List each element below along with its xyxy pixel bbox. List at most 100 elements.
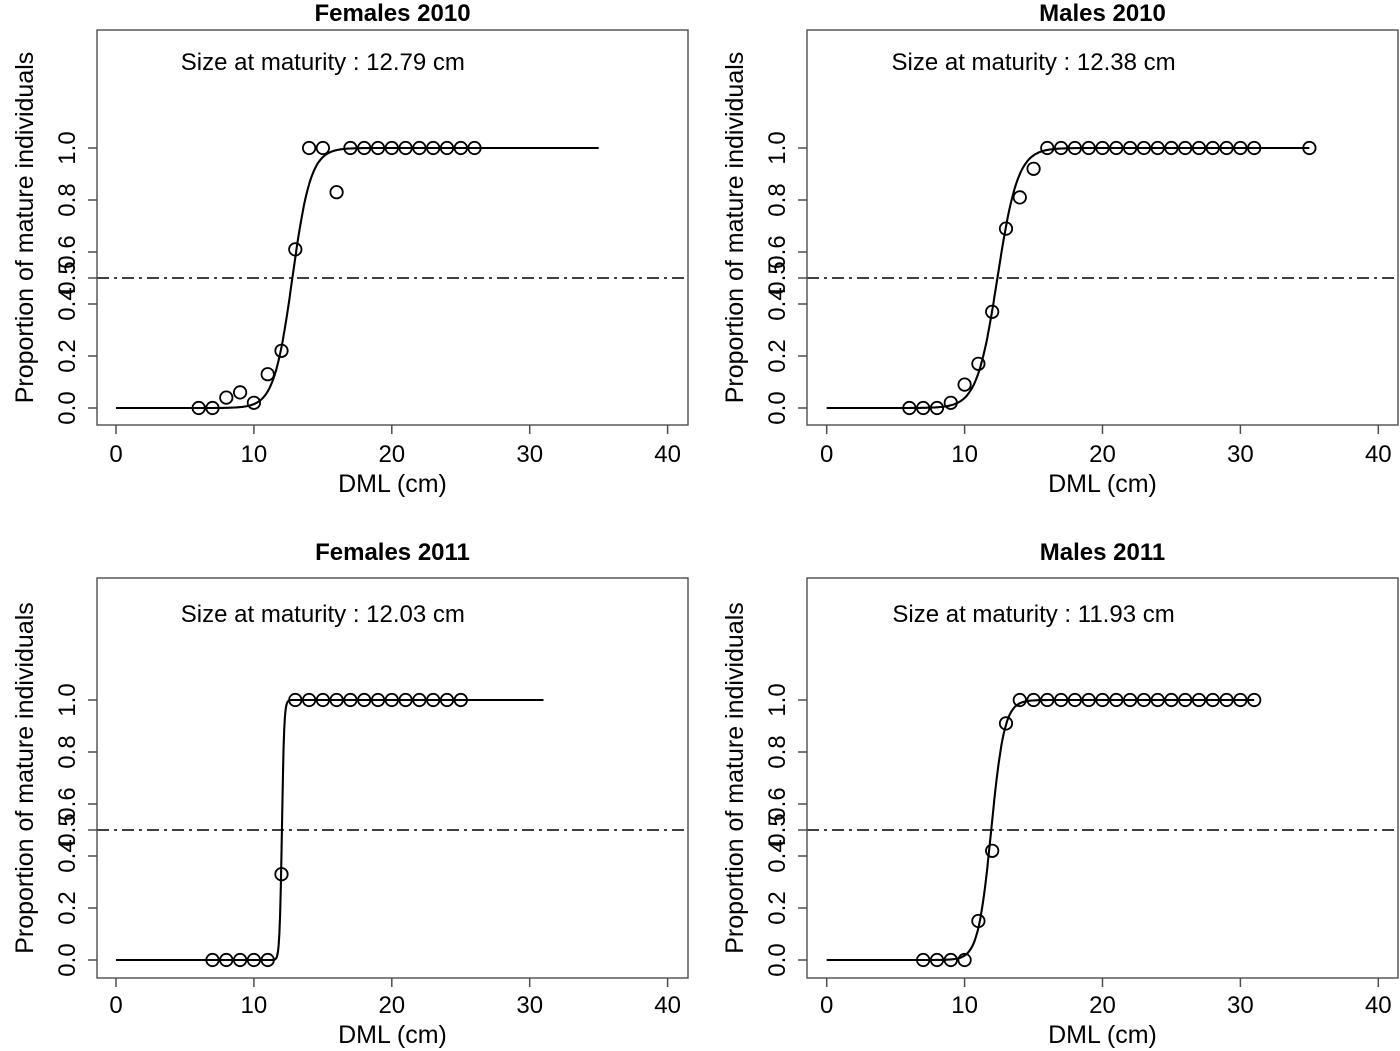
data-point	[1302, 140, 1317, 156]
x-axis-label: DML (cm)	[338, 1021, 447, 1049]
data-point	[260, 367, 275, 382]
x-axis-label: DML (cm)	[1048, 1021, 1157, 1049]
annotation-size-at-maturity: Size at maturity : 12.79 cm	[181, 49, 465, 76]
plot-box	[806, 577, 1399, 979]
data-point	[1136, 692, 1151, 708]
data-point	[1233, 140, 1248, 156]
data-point	[370, 692, 386, 708]
panel-title: Females 2011	[315, 539, 470, 566]
data-point	[957, 377, 972, 392]
data-point	[412, 140, 427, 156]
x-tick-label: 0	[109, 441, 122, 468]
x-tick-label: 30	[516, 441, 543, 468]
y-axis-label: Proportion of mature individuals	[721, 602, 749, 954]
data-point	[329, 692, 344, 708]
data-point	[384, 140, 399, 156]
x-tick-label: 30	[516, 992, 543, 1019]
y-tick-label: 0.2	[764, 339, 791, 372]
plot-box	[806, 29, 1399, 426]
x-tick-label: 10	[241, 992, 268, 1019]
x-axis-label: DML (cm)	[1048, 470, 1157, 498]
x-tick-label: 30	[1227, 441, 1254, 468]
x-tick-label: 20	[378, 441, 405, 468]
y-tick-label: 0.8	[764, 183, 791, 216]
y-tick-label: 0.5	[54, 261, 81, 294]
data-point	[1122, 140, 1138, 156]
data-point	[1178, 140, 1193, 156]
data-point	[1164, 692, 1179, 708]
data-point	[1012, 190, 1027, 205]
x-tick-label: 40	[1365, 441, 1392, 468]
y-tick-label: 0.0	[764, 943, 791, 976]
y-tick-label: 0.5	[764, 261, 791, 294]
panel-title: Males 2010	[1039, 0, 1166, 27]
annotation-size-at-maturity: Size at maturity : 11.93 cm	[892, 601, 1174, 628]
data-point	[343, 692, 358, 708]
data-point	[1205, 140, 1220, 156]
data-point	[357, 692, 372, 708]
y-tick-label: 0.0	[54, 391, 81, 424]
y-tick-label: 0.4	[54, 839, 81, 872]
data-point	[1026, 692, 1041, 708]
data-point	[233, 952, 248, 968]
data-point	[998, 221, 1014, 236]
data-point	[274, 343, 289, 358]
y-tick-label: 1.0	[764, 683, 791, 716]
data-point	[398, 140, 413, 156]
plot-box	[96, 29, 689, 426]
data-point	[1150, 140, 1165, 156]
data-point	[1081, 692, 1096, 708]
data-point	[329, 185, 344, 200]
annotation-size-at-maturity: Size at maturity : 12.03 cm	[181, 601, 465, 628]
data-point	[467, 140, 482, 156]
data-point	[943, 952, 958, 968]
data-point	[957, 952, 972, 968]
data-point	[1026, 161, 1041, 176]
panel-males-2011: 0 10 20 30 40 0.0 0.2 0.40.50.6 0.8 1.0 DML (cm) Pr…	[721, 539, 1399, 1049]
y-tick-label: 0.6	[764, 787, 791, 820]
data-point	[439, 140, 455, 156]
data-point	[985, 843, 1000, 858]
data-point	[1219, 140, 1234, 156]
data-point	[1191, 692, 1207, 708]
x-tick-label: 0	[820, 441, 833, 468]
data-point	[1053, 140, 1069, 156]
y-tick-label: 0.5	[764, 813, 791, 846]
data-point	[916, 400, 931, 416]
y-tick-label: 0.2	[764, 891, 791, 924]
x-tick-label: 40	[1365, 992, 1392, 1019]
data-point	[357, 140, 372, 156]
x-tick-label: 0	[820, 992, 833, 1019]
data-point	[1122, 692, 1138, 708]
data-point	[929, 400, 945, 416]
data-point	[343, 140, 358, 156]
data-point	[1150, 692, 1165, 708]
y-tick-label: 1.0	[54, 683, 81, 716]
data-point	[219, 952, 234, 968]
data-point	[1040, 140, 1055, 156]
y-axis-label: Proportion of mature individuals	[11, 602, 39, 954]
data-point	[315, 140, 330, 156]
panel-males-2010: 0 10 20 30 40 0.0 0.2 0.40.50.6 0.8 1.0 DML (cm) Pr…	[721, 0, 1399, 498]
x-tick-label: 10	[241, 441, 268, 468]
data-point	[1136, 140, 1151, 156]
data-point	[1233, 692, 1248, 708]
data-point	[1109, 140, 1124, 156]
y-tick-label: 1.0	[764, 131, 791, 164]
data-point	[260, 952, 275, 968]
y-tick-label: 0.8	[764, 735, 791, 768]
data-point	[288, 692, 303, 708]
data-point	[1095, 140, 1110, 156]
y-tick-label: 0.5	[54, 813, 81, 846]
data-point	[902, 400, 917, 416]
data-point	[288, 242, 303, 257]
x-tick-label: 10	[951, 441, 978, 468]
data-point	[412, 692, 427, 708]
data-point	[301, 140, 317, 156]
data-point	[439, 692, 455, 708]
x-tick-label: 40	[654, 992, 681, 1019]
y-tick-label: 0.4	[764, 287, 791, 320]
data-point	[233, 385, 248, 400]
data-point	[453, 140, 468, 156]
